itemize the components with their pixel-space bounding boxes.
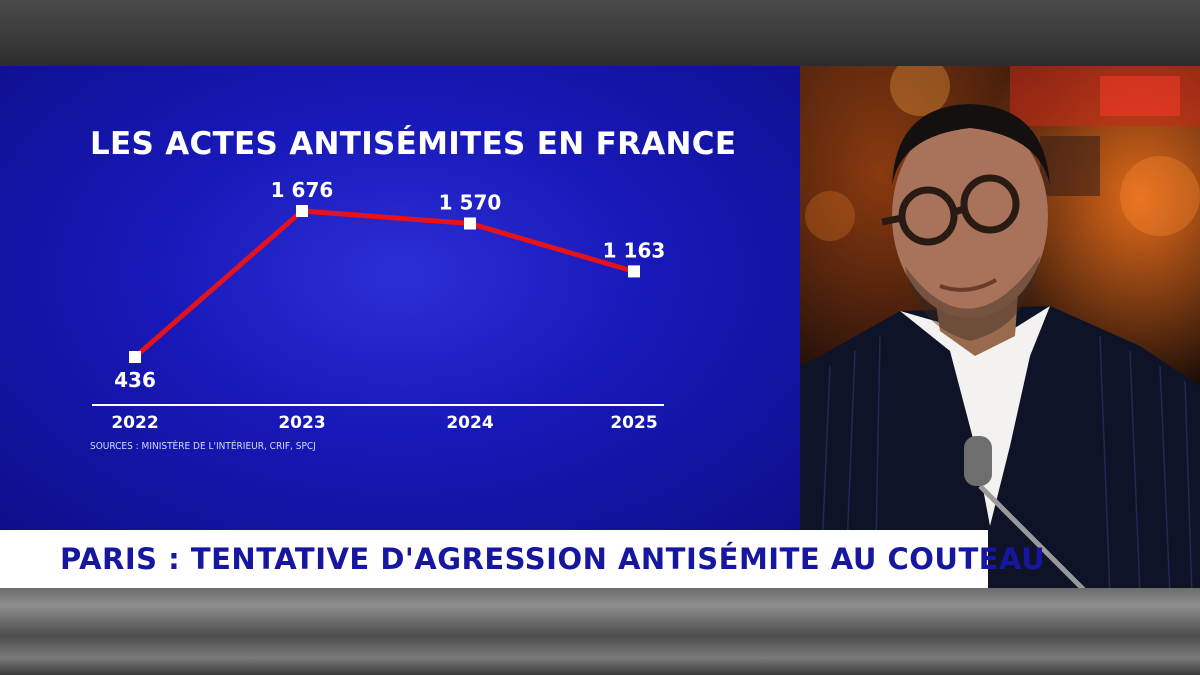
line-chart: 436 2022 1 676 2023 1 570 2024 1 163 2025 [92,178,666,433]
presenter-video-image [800,66,1200,596]
data-label: 1 676 [271,178,334,202]
data-label: 1 163 [603,238,666,262]
data-point-marker [296,205,308,217]
x-tick-label: 2023 [278,413,325,433]
data-label: 1 570 [439,190,502,214]
top-background-band [0,0,1200,66]
headline-text: PARIS : TENTATIVE D'AGRESSION ANTISÉMITE… [60,542,1046,576]
lower-third-banner: PARIS : TENTATIVE D'AGRESSION ANTISÉMITE… [0,530,1045,588]
video-feed-panel [800,66,1200,596]
data-point-marker [628,265,640,278]
x-tick-label: 2022 [111,413,158,433]
series-line [133,208,635,359]
chart-source: SOURCES : MINISTÈRE DE L'INTÉRIEUR, CRIF… [90,441,316,452]
x-tick-label: 2024 [446,413,493,433]
x-tick-label: 2025 [610,413,657,433]
chart-title: LES ACTES ANTISÉMITES EN FRANCE [90,126,737,162]
chart-panel: LES ACTES ANTISÉMITES EN FRANCE 436 2022 1… [0,66,800,530]
data-point-marker [464,217,476,230]
bottom-background-band [0,588,1200,675]
data-point-marker [129,351,141,363]
data-label: 436 [114,368,156,392]
